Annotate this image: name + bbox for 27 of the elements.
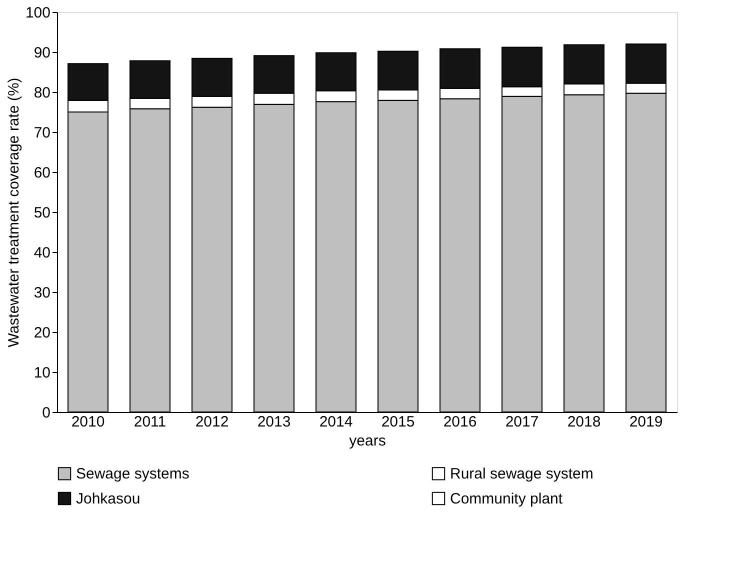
x-tick-label: 2018 [567,414,601,430]
x-axis-title: years [349,432,386,450]
x-tick-label: 2019 [629,414,663,430]
x-tick-label: 2013 [257,414,291,430]
y-tick-label: 60 [34,164,50,182]
x-tick-label: 2010 [71,414,105,430]
x-tick-label: 2014 [319,414,353,430]
y-tick-label: 50 [34,204,50,222]
x-tick-label: 2016 [443,414,477,430]
y-tick-label: 70 [34,124,50,142]
y-tick-label: 0 [42,404,50,422]
y-tick-label: 100 [25,4,50,22]
x-tick-label: 2011 [134,414,166,430]
x-tick-label: 2012 [195,414,229,430]
y-tick-label: 90 [34,44,50,62]
legend-label: Community plant [450,490,564,508]
y-tick-label: 30 [34,284,50,302]
legend-label: Johkasou [76,490,140,508]
x-tick-label: 2017 [505,414,539,430]
legend-label: Rural sewage system [450,466,594,483]
legend-label: Sewage systems [76,466,190,483]
y-axis-title: Wastewater treatment coverage rate (%) [5,78,22,348]
y-tick-label: 40 [34,244,50,262]
y-tick-label: 80 [34,84,50,102]
y-tick-label: 10 [34,364,50,382]
y-tick-label: 20 [34,324,50,342]
x-tick-label: 2015 [381,414,415,430]
